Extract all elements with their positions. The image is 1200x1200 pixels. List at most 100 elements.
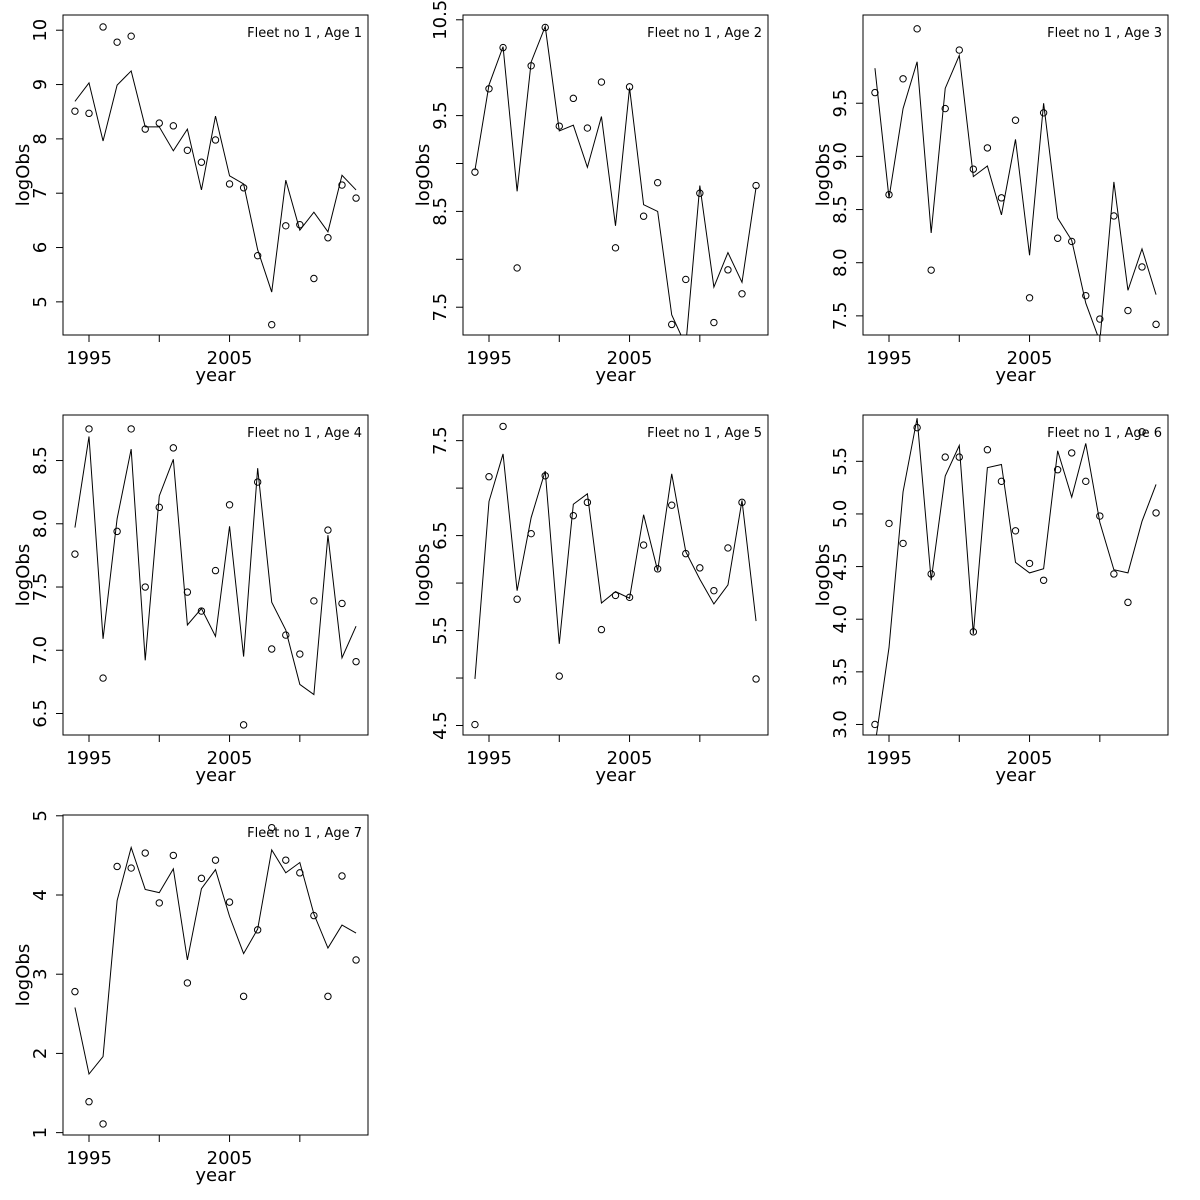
panel: 1995 2005 3.0 3.5 4.0 4.5 5.0 5.5 year logObs Flee… [813, 414, 1169, 786]
point [211, 136, 220, 144]
point [569, 511, 578, 520]
plot-frame [862, 14, 1169, 336]
point [913, 25, 921, 33]
point [127, 864, 135, 872]
x-tick-label: 2005 [1007, 348, 1053, 369]
x-axis-label: year [995, 765, 1036, 786]
point [485, 473, 493, 481]
point [983, 144, 992, 152]
point [338, 181, 346, 189]
point [155, 119, 163, 127]
panel-title: Fleet no 1 , Age 5 [647, 426, 762, 441]
y-tick-label: 7.5 [430, 293, 451, 322]
point [583, 124, 592, 132]
point [1138, 428, 1146, 436]
x-tick-label: 2005 [207, 748, 253, 769]
x-tick-label: 1995 [66, 748, 112, 769]
x-tick-label: 2005 [207, 348, 253, 369]
point [141, 849, 149, 857]
panel-title: Fleet no 1 , Age 1 [247, 26, 362, 41]
point [668, 320, 676, 329]
panel: 1995 2005 4.5 5.5 6.5 7.5 year logObs Fleet no 1… [413, 414, 769, 786]
x-axis-label: year [595, 365, 636, 386]
point [211, 566, 220, 575]
point [85, 1098, 93, 1106]
y-tick-label: 3 [30, 968, 51, 979]
point [127, 425, 135, 433]
point [211, 856, 220, 864]
x-tick-label: 2005 [607, 748, 653, 769]
point [597, 78, 606, 86]
point [268, 320, 276, 329]
point [71, 550, 79, 558]
panel: 1995 2005 7.5 8.5 9.5 10.5 year logObs Fleet no … [413, 0, 769, 386]
point [127, 32, 135, 40]
point [941, 104, 949, 113]
point [1039, 576, 1048, 584]
y-tick-label: 8.5 [30, 446, 51, 475]
point [1138, 263, 1146, 271]
point [352, 194, 360, 202]
panel-title: Fleet no 1 , Age 7 [247, 826, 362, 841]
y-tick-label: 9 [30, 79, 51, 90]
point [541, 23, 549, 32]
point [969, 165, 978, 173]
y-axis-label: logObs [13, 944, 34, 1006]
y-tick-label: 5 [30, 810, 51, 821]
point [282, 856, 290, 864]
y-tick-label: 1 [30, 1127, 51, 1138]
y-axis-label: logObs [813, 544, 834, 606]
y-tick-label: 2 [30, 1048, 51, 1059]
y-tick-label: 3.0 [830, 710, 851, 739]
point [597, 625, 606, 634]
y-tick-label: 4 [30, 889, 51, 900]
x-axis-label: year [195, 365, 236, 386]
panel-title: Fleet no 1 , Age 3 [1047, 26, 1162, 41]
point [225, 180, 234, 188]
point [1110, 570, 1118, 578]
y-tick-label: 5.0 [830, 500, 851, 529]
y-tick-label: 7.5 [430, 426, 451, 455]
y-tick-label: 5 [30, 296, 51, 307]
point [113, 527, 121, 536]
point [197, 158, 206, 166]
point [1124, 598, 1132, 607]
point [997, 194, 1006, 202]
point [169, 444, 178, 452]
point [955, 46, 963, 54]
point [169, 122, 178, 130]
y-tick-label: 9.5 [430, 101, 451, 130]
point [183, 979, 192, 987]
point [583, 498, 592, 507]
point [310, 274, 318, 283]
fit-line [474, 24, 757, 335]
y-tick-label: 8 [30, 133, 51, 144]
x-tick-label: 1995 [66, 348, 112, 369]
point [1039, 109, 1048, 117]
point [871, 88, 879, 97]
fit-line [74, 69, 357, 293]
point [941, 453, 949, 461]
point [913, 423, 921, 432]
point [1011, 527, 1020, 535]
point [513, 595, 521, 603]
point [1053, 466, 1062, 474]
point [99, 23, 107, 31]
point [1082, 477, 1090, 486]
point [997, 477, 1006, 486]
panel-title: Fleet no 1 , Age 2 [647, 26, 762, 41]
y-axis-label: logObs [413, 544, 434, 606]
point [239, 721, 248, 729]
point [113, 38, 121, 46]
point [1011, 116, 1020, 124]
y-tick-label: 5.5 [830, 447, 851, 476]
point [471, 720, 479, 729]
point [724, 266, 732, 274]
point [611, 244, 620, 252]
y-tick-label: 10.5 [430, 0, 451, 40]
y-tick-label: 7.5 [830, 302, 851, 331]
point [268, 823, 276, 832]
y-tick-label: 3.5 [830, 658, 851, 687]
